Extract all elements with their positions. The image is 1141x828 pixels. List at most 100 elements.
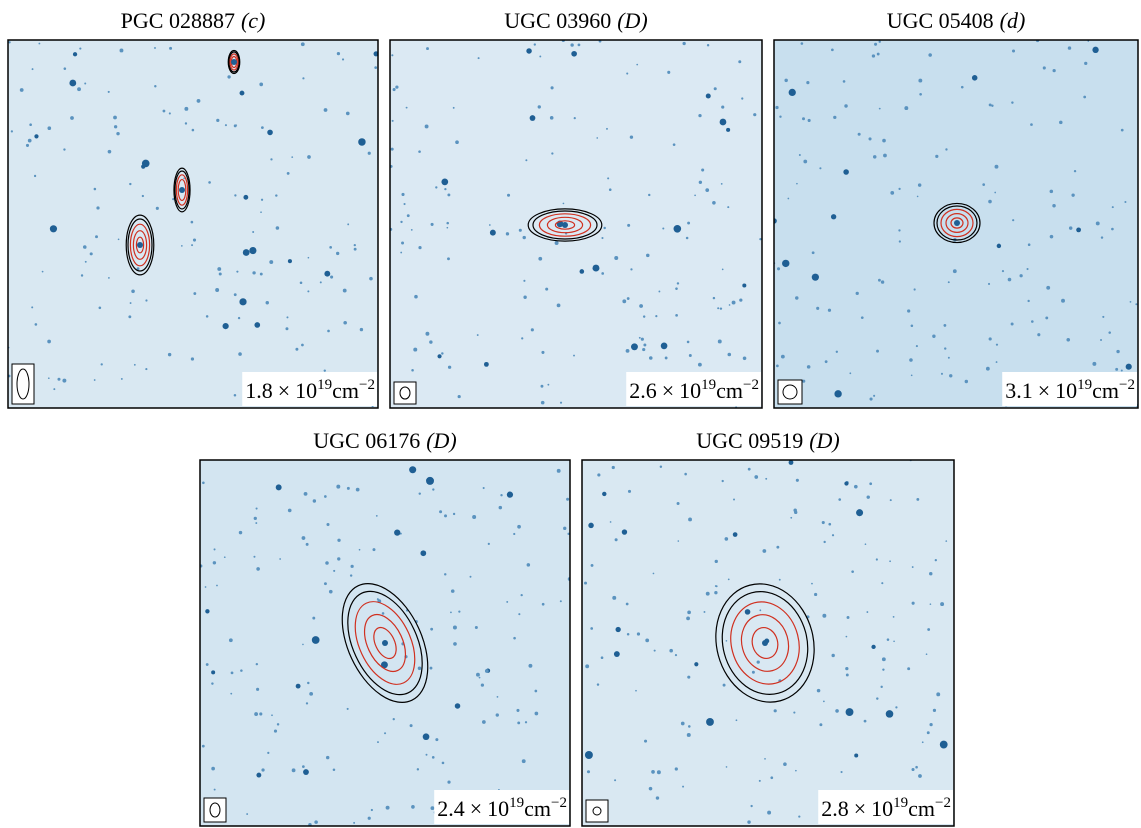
unit: cm bbox=[716, 378, 743, 403]
star bbox=[478, 676, 481, 679]
star bbox=[720, 182, 723, 185]
star bbox=[234, 194, 237, 197]
star bbox=[765, 477, 768, 480]
star bbox=[673, 224, 682, 233]
star bbox=[47, 339, 51, 344]
star bbox=[217, 267, 222, 271]
star bbox=[795, 478, 799, 482]
beam-box bbox=[393, 381, 417, 405]
star bbox=[1052, 68, 1056, 73]
star bbox=[302, 765, 305, 768]
star bbox=[332, 768, 336, 771]
contour bbox=[945, 213, 969, 233]
star bbox=[403, 202, 406, 206]
star bbox=[275, 484, 282, 491]
star bbox=[842, 80, 846, 83]
star bbox=[500, 494, 503, 497]
star bbox=[518, 228, 522, 232]
star bbox=[10, 130, 14, 133]
star bbox=[712, 296, 716, 300]
column-density: 2.8 × 1019cm−2 bbox=[821, 795, 951, 821]
star bbox=[790, 516, 793, 519]
star bbox=[84, 260, 87, 263]
star bbox=[141, 164, 146, 169]
star bbox=[910, 374, 913, 377]
star bbox=[742, 356, 747, 361]
star bbox=[307, 681, 310, 685]
unit-exponent: −2 bbox=[1119, 377, 1135, 393]
star bbox=[1010, 322, 1014, 326]
star bbox=[680, 721, 685, 726]
star bbox=[863, 719, 867, 723]
star bbox=[254, 712, 259, 717]
star bbox=[370, 808, 373, 812]
star bbox=[895, 706, 898, 709]
star bbox=[724, 537, 729, 541]
star bbox=[409, 724, 413, 728]
star bbox=[872, 155, 877, 159]
star bbox=[213, 548, 216, 551]
star bbox=[520, 593, 523, 597]
star bbox=[275, 226, 280, 230]
star bbox=[929, 603, 932, 605]
star bbox=[391, 119, 394, 122]
star bbox=[450, 611, 452, 614]
star bbox=[1068, 226, 1073, 230]
contour bbox=[227, 49, 241, 75]
star bbox=[384, 732, 387, 735]
star bbox=[866, 495, 870, 499]
contour bbox=[229, 53, 239, 71]
star bbox=[935, 154, 939, 158]
star bbox=[425, 331, 430, 336]
object-name: UGC 05408 bbox=[887, 8, 994, 33]
contour bbox=[129, 223, 151, 267]
star bbox=[84, 82, 87, 85]
star bbox=[866, 611, 869, 613]
star bbox=[636, 63, 639, 66]
star bbox=[326, 523, 330, 527]
star bbox=[233, 393, 237, 397]
star bbox=[885, 710, 894, 718]
unit-exponent: −2 bbox=[743, 377, 759, 393]
star bbox=[242, 249, 250, 256]
star bbox=[476, 672, 480, 677]
star bbox=[107, 90, 110, 93]
star bbox=[886, 638, 890, 641]
star bbox=[325, 755, 330, 760]
star bbox=[119, 48, 124, 53]
coefficient: 2.6 bbox=[629, 378, 657, 403]
star bbox=[29, 123, 32, 126]
star bbox=[898, 240, 901, 243]
exponent: 19 bbox=[509, 795, 524, 811]
star bbox=[880, 685, 883, 689]
star bbox=[417, 666, 422, 671]
star bbox=[414, 294, 418, 299]
star bbox=[566, 497, 570, 501]
star bbox=[875, 558, 878, 561]
star bbox=[377, 741, 379, 744]
star bbox=[927, 628, 931, 631]
star bbox=[255, 507, 258, 510]
base: 10 bbox=[679, 378, 701, 403]
star bbox=[547, 383, 550, 386]
star bbox=[854, 753, 859, 758]
star bbox=[782, 259, 790, 268]
star bbox=[878, 40, 881, 43]
star bbox=[559, 401, 563, 404]
star bbox=[441, 352, 444, 355]
star bbox=[1120, 128, 1124, 132]
star bbox=[184, 106, 189, 111]
star bbox=[627, 489, 632, 493]
star bbox=[367, 816, 371, 820]
star bbox=[845, 708, 854, 717]
star bbox=[851, 570, 854, 573]
unit: cm bbox=[332, 378, 359, 403]
operator: × bbox=[278, 378, 290, 403]
star bbox=[811, 582, 813, 585]
star bbox=[1046, 285, 1051, 290]
star bbox=[759, 609, 762, 612]
star bbox=[524, 721, 528, 724]
star bbox=[380, 661, 388, 669]
panel: UGC 03960 (D) 2.6 × 1019cm−2 bbox=[389, 8, 763, 409]
star bbox=[898, 229, 901, 232]
